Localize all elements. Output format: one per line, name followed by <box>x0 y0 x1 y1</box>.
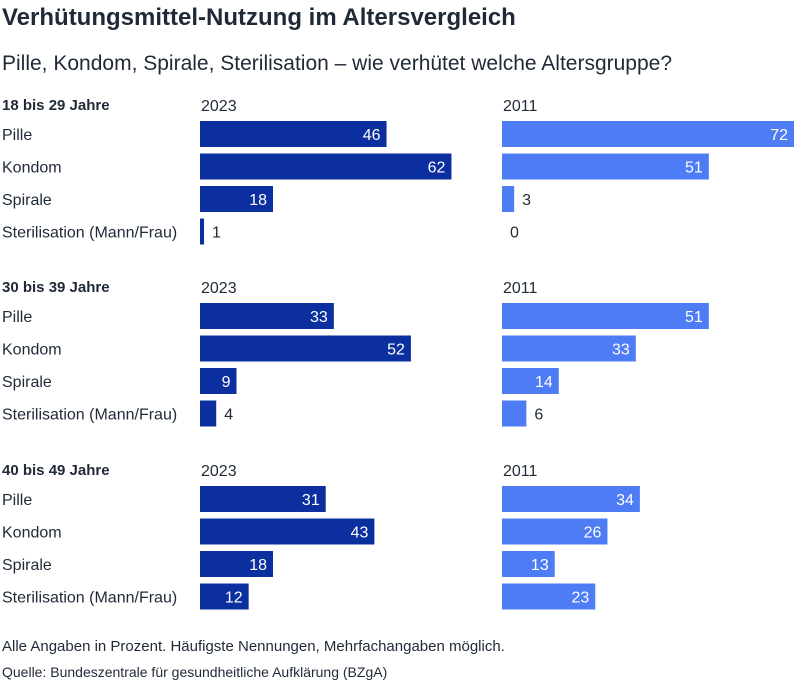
category-label: Kondom <box>2 342 62 359</box>
data-label: 52 <box>387 342 405 359</box>
bar-2011 <box>502 335 636 362</box>
data-label: 51 <box>685 309 703 326</box>
bar-2023 <box>200 518 375 545</box>
source-note: Quelle: Bundeszentrale für gesundheitlic… <box>2 664 388 680</box>
column-year-label: 2011 <box>503 98 538 115</box>
data-label: 9 <box>222 374 231 391</box>
data-label: 31 <box>302 492 320 509</box>
category-label: Kondom <box>2 525 62 542</box>
column-year-label: 2023 <box>201 98 237 115</box>
data-label: 6 <box>534 407 543 424</box>
group-title: 30 bis 39 Jahre <box>2 279 110 296</box>
bar-2023 <box>200 186 273 212</box>
data-label: 18 <box>249 557 267 574</box>
bar-2011 <box>502 303 709 329</box>
column-year-label: 2011 <box>503 280 538 297</box>
footnote: Alle Angaben in Prozent. Häufigste Nennu… <box>2 638 505 655</box>
data-label: 14 <box>535 374 553 391</box>
bar-2011 <box>502 551 555 577</box>
bar-2023 <box>200 121 387 147</box>
category-label: Sterilisation (Mann/Frau) <box>2 407 177 424</box>
data-label: 4 <box>224 407 233 424</box>
data-label: 12 <box>225 590 243 607</box>
bar-2023 <box>200 153 452 180</box>
data-label: 18 <box>249 192 267 209</box>
bar-2023 <box>200 218 205 245</box>
bar-2011 <box>502 121 794 147</box>
category-label: Spirale <box>2 557 52 574</box>
bar-2011 <box>502 583 596 610</box>
bar-2023 <box>200 400 217 427</box>
data-label: 34 <box>616 492 634 509</box>
column-year-label: 2011 <box>503 463 538 480</box>
data-label: 62 <box>428 160 446 177</box>
bar-2011 <box>502 400 527 427</box>
bar-2023 <box>200 551 273 577</box>
bar-2011 <box>502 186 515 212</box>
column-year-label: 2023 <box>201 280 237 297</box>
category-label: Kondom <box>2 160 62 177</box>
data-label: 46 <box>363 127 381 144</box>
category-label: Sterilisation (Mann/Frau) <box>2 225 177 242</box>
data-label: 26 <box>584 525 602 542</box>
bar-2023 <box>200 486 326 512</box>
data-label: 3 <box>522 192 531 209</box>
bar-2023 <box>200 368 237 394</box>
bar-2011 <box>502 518 608 545</box>
category-label: Spirale <box>2 192 52 209</box>
data-label: 51 <box>685 160 703 177</box>
data-label: 33 <box>310 309 328 326</box>
data-label: 23 <box>571 590 589 607</box>
group-title: 40 bis 49 Jahre <box>2 462 110 479</box>
data-label: 72 <box>770 127 788 144</box>
group-title: 18 bis 29 Jahre <box>2 97 110 114</box>
data-label: 33 <box>612 342 630 359</box>
category-label: Sterilisation (Mann/Frau) <box>2 590 177 607</box>
bar-2023 <box>200 583 249 610</box>
data-label: 43 <box>351 525 369 542</box>
category-label: Pille <box>2 127 32 144</box>
column-year-label: 2023 <box>201 463 237 480</box>
category-label: Pille <box>2 492 32 509</box>
chart-title: Verhütungsmittel-Nutzung im Altersvergle… <box>2 4 516 31</box>
category-label: Spirale <box>2 374 52 391</box>
category-label: Pille <box>2 309 32 326</box>
bar-2011 <box>502 153 709 180</box>
data-label: 13 <box>531 557 549 574</box>
bar-2011 <box>502 486 640 512</box>
data-label: 0 <box>510 225 519 242</box>
bar-2023 <box>200 335 411 362</box>
bar-2011 <box>502 368 559 394</box>
bar-2023 <box>200 303 334 329</box>
data-label: 1 <box>212 225 221 242</box>
chart-subtitle: Pille, Kondom, Spirale, Sterilisation – … <box>2 52 673 75</box>
